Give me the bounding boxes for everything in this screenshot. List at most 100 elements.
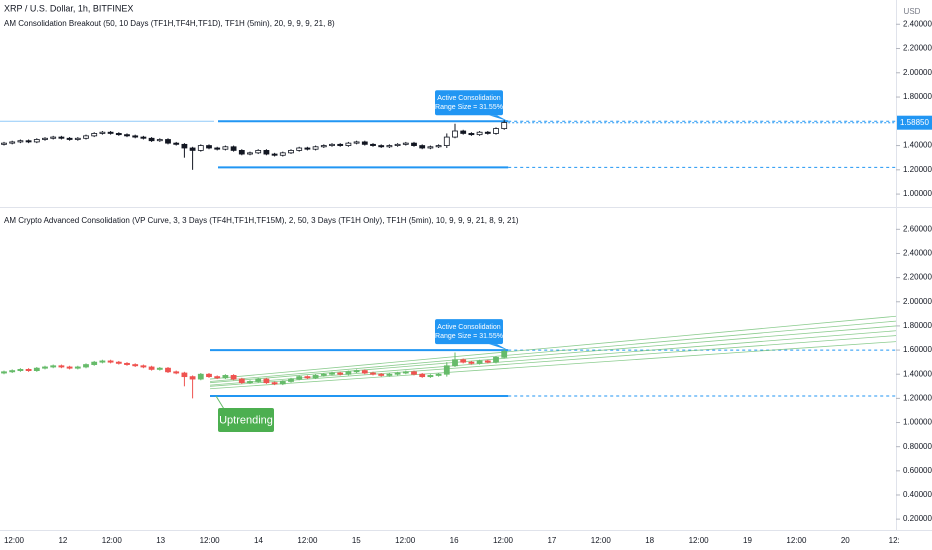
candle-body bbox=[214, 147, 221, 150]
x-tick-label: 15 bbox=[352, 536, 361, 545]
trend-line bbox=[209, 330, 897, 386]
candle-body bbox=[9, 370, 16, 373]
x-tick-label: 20 bbox=[841, 536, 850, 545]
candle-body bbox=[460, 130, 467, 134]
annotation-pointer bbox=[489, 344, 509, 351]
candle-body bbox=[156, 139, 163, 142]
candle-body bbox=[58, 365, 65, 368]
y-tick-label: 2.40000 bbox=[903, 19, 932, 28]
candle-body bbox=[493, 356, 499, 363]
candle-body bbox=[304, 376, 311, 379]
candle-body bbox=[189, 147, 196, 151]
candle-body bbox=[107, 131, 114, 134]
annotation-text: (Range Size = 31.55%) bbox=[433, 333, 506, 340]
candle-body bbox=[124, 362, 130, 365]
y-tick-label: 0.20000 bbox=[903, 514, 932, 523]
candle-body bbox=[181, 372, 188, 378]
x-tick-label: 12:00 bbox=[395, 536, 416, 545]
candle-body bbox=[361, 370, 368, 374]
x-tick-label: 17 bbox=[547, 536, 556, 545]
candle-body bbox=[452, 359, 458, 367]
candle-body bbox=[83, 135, 89, 139]
candle-body bbox=[132, 364, 139, 367]
candle-body bbox=[173, 371, 180, 374]
candle-body bbox=[189, 376, 196, 380]
y-tick-label: 0.60000 bbox=[903, 466, 932, 475]
candle-body bbox=[107, 360, 114, 363]
y-tick-label: 1.20000 bbox=[903, 393, 932, 402]
y-tick-label: 0.80000 bbox=[903, 442, 932, 451]
candle-body bbox=[247, 152, 253, 155]
candle-body bbox=[74, 366, 81, 369]
candle-body bbox=[468, 133, 475, 136]
candle-body bbox=[370, 143, 376, 146]
candle-body bbox=[222, 375, 229, 379]
candle-body bbox=[222, 146, 229, 150]
candle-body bbox=[140, 136, 147, 139]
candle-body bbox=[279, 381, 286, 385]
x-tick-label: 12:00 bbox=[297, 536, 318, 545]
candle-body bbox=[329, 143, 335, 146]
candle-body bbox=[337, 143, 344, 146]
indicator-title: AM Consolidation Breakout (50, 10 Days (… bbox=[4, 19, 335, 28]
candle-body bbox=[206, 145, 212, 149]
candle-body bbox=[263, 150, 270, 155]
candle-body bbox=[353, 141, 360, 144]
candle-body bbox=[452, 130, 458, 138]
candle-body bbox=[1, 371, 7, 374]
x-tick-label: 12:00 bbox=[689, 536, 710, 545]
x-tick-label: 18 bbox=[645, 536, 654, 545]
annotation-box bbox=[435, 319, 503, 345]
candle-body bbox=[411, 371, 417, 375]
candle-body bbox=[66, 137, 73, 140]
y-tick-label: 2.00000 bbox=[903, 68, 932, 77]
candle-body bbox=[419, 145, 426, 149]
indicator-title: AM Crypto Advanced Consolidation (VP Cur… bbox=[4, 216, 519, 225]
candle-body bbox=[214, 376, 221, 379]
annotation-text: Active Consolidation bbox=[437, 324, 501, 331]
candle-body bbox=[320, 373, 327, 376]
candle-body bbox=[50, 136, 57, 139]
y-tick-label: 2.20000 bbox=[903, 44, 932, 53]
candle-body bbox=[165, 367, 171, 373]
candle-body bbox=[493, 128, 499, 134]
candle-body bbox=[132, 135, 139, 138]
candle-body bbox=[83, 364, 89, 368]
candle-body bbox=[435, 145, 442, 148]
candle-body bbox=[50, 365, 57, 368]
x-tick-label: 12:00 bbox=[200, 536, 221, 545]
candle-body bbox=[206, 373, 212, 378]
last-price-label: 1.58850 bbox=[900, 118, 929, 127]
trend-label-pointer bbox=[215, 395, 225, 410]
candle-body bbox=[501, 122, 508, 129]
currency-label: USD bbox=[904, 7, 921, 16]
candle-body bbox=[476, 360, 483, 364]
candle-body bbox=[99, 360, 106, 363]
x-tick-label: 12 bbox=[58, 536, 67, 545]
y-tick-label: 1.80000 bbox=[903, 92, 932, 101]
candle-body bbox=[271, 153, 278, 156]
x-tick-label: 14 bbox=[254, 536, 263, 545]
candle-body bbox=[476, 131, 483, 136]
candle-body bbox=[320, 145, 327, 148]
candle-body bbox=[173, 142, 180, 145]
candle-body bbox=[33, 367, 40, 372]
candle-body bbox=[443, 365, 450, 375]
candle-body bbox=[263, 378, 270, 384]
candle-body bbox=[271, 382, 278, 385]
chart-title: XRP / U.S. Dollar, 1h, BITFINEX bbox=[4, 3, 133, 13]
y-tick-label: 1.00000 bbox=[903, 189, 932, 198]
candle-body bbox=[312, 375, 319, 379]
x-tick-label: 12:00 bbox=[102, 536, 123, 545]
y-tick-label: 2.40000 bbox=[903, 249, 932, 258]
candle-body bbox=[99, 131, 106, 134]
candle-body bbox=[66, 366, 73, 369]
candle-body bbox=[25, 140, 32, 143]
candle-body bbox=[165, 139, 171, 144]
x-tick-label: 12:00 bbox=[786, 536, 807, 545]
annotation-box bbox=[435, 90, 503, 116]
x-tick-label: 12:00 bbox=[493, 536, 514, 545]
x-tick-label: 13 bbox=[156, 536, 165, 545]
annotation-text: Active Consolidation bbox=[437, 95, 501, 102]
